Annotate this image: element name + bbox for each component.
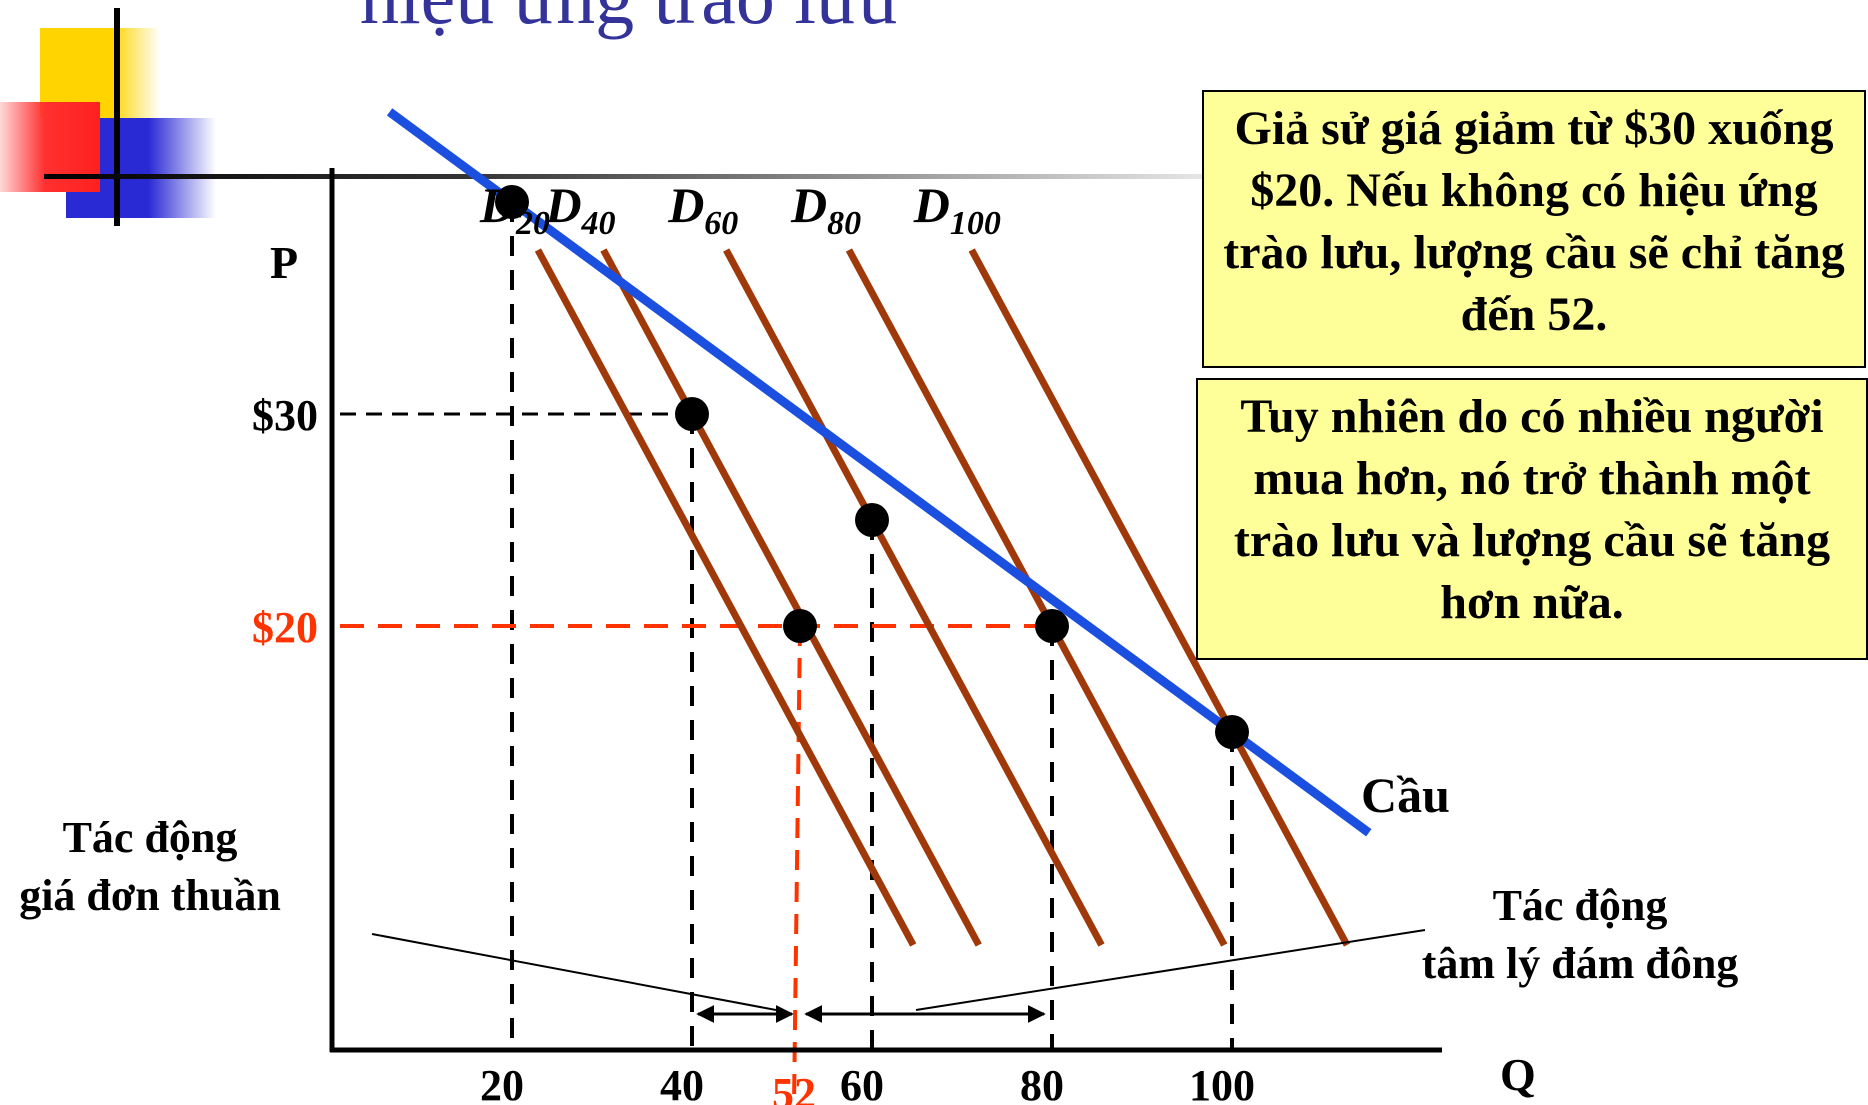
equilibrium-points — [495, 185, 1249, 749]
effect-pointer-2 — [915, 929, 1426, 1011]
x-tick-label-60: 60 — [840, 1061, 884, 1105]
shifted-demand-line-20 — [534, 248, 917, 947]
shifted-demand-label-40: D40 — [544, 177, 615, 242]
demand-curve-label: Cầu — [1361, 767, 1450, 823]
guide-vertical-q52 — [792, 625, 802, 1105]
demand-point-q20 — [495, 185, 529, 219]
demand-point-q60 — [855, 503, 889, 537]
shifted-demand-curves — [534, 248, 1351, 947]
callout-bandwagon: Tuy nhiên do có nhiều người mua hơn, nó … — [1196, 378, 1868, 660]
shifted-demand-label-60: D60 — [667, 177, 738, 242]
effect-label-bandwagon: Tác động tâm lý đám đông — [1422, 881, 1739, 988]
effect-annotations: Tác động giá đơn thuần Tác động tâm lý đám … — [19, 813, 1739, 1023]
effect-pointer-1 — [371, 933, 777, 1011]
demand-point-q40 — [675, 397, 709, 431]
guide-lines — [340, 202, 1234, 1105]
decor-vertical-line — [114, 8, 120, 226]
shifted-demand-line-80 — [845, 248, 1228, 947]
y-tick-label-30: $30 — [252, 391, 318, 440]
callout-price-drop: Giả sử giá giảm từ $30 xuống $20. Nếu kh… — [1202, 90, 1866, 368]
effect-label-price: Tác động giá đơn thuần — [19, 813, 281, 920]
demand-curve-group — [386, 108, 1372, 837]
axes — [329, 168, 1442, 1053]
shifted-demand-label-20: D20 — [479, 177, 550, 242]
shifted-demand-label-100: D100 — [913, 177, 1001, 242]
y-tick-label-20: $20 — [252, 603, 318, 652]
decor-horizontal-rule — [44, 174, 1244, 179]
no-bandwagon-point — [783, 609, 817, 643]
y-axis-label: P — [270, 237, 298, 288]
shifted-demand-line-40 — [600, 248, 982, 947]
x-tick-label-20: 20 — [480, 1061, 524, 1105]
shifted-demand-line-60 — [723, 248, 1105, 947]
x-tick-label-100: 100 — [1189, 1061, 1255, 1105]
x-axis-label: Q — [1500, 1049, 1536, 1100]
x-tick-label-highlight: 52 — [772, 1069, 816, 1105]
demand-point-q100 — [1215, 715, 1249, 749]
shifted-demand-line-100 — [968, 248, 1351, 947]
demand-point-q80 — [1035, 609, 1069, 643]
shifted-demand-label-80: D80 — [790, 177, 861, 242]
demand-curve-line — [386, 108, 1372, 837]
x-tick-label-80: 80 — [1020, 1061, 1064, 1105]
x-tick-label-40: 40 — [660, 1061, 704, 1105]
slide-title: hiệu ứng trào lưu — [360, 0, 897, 42]
